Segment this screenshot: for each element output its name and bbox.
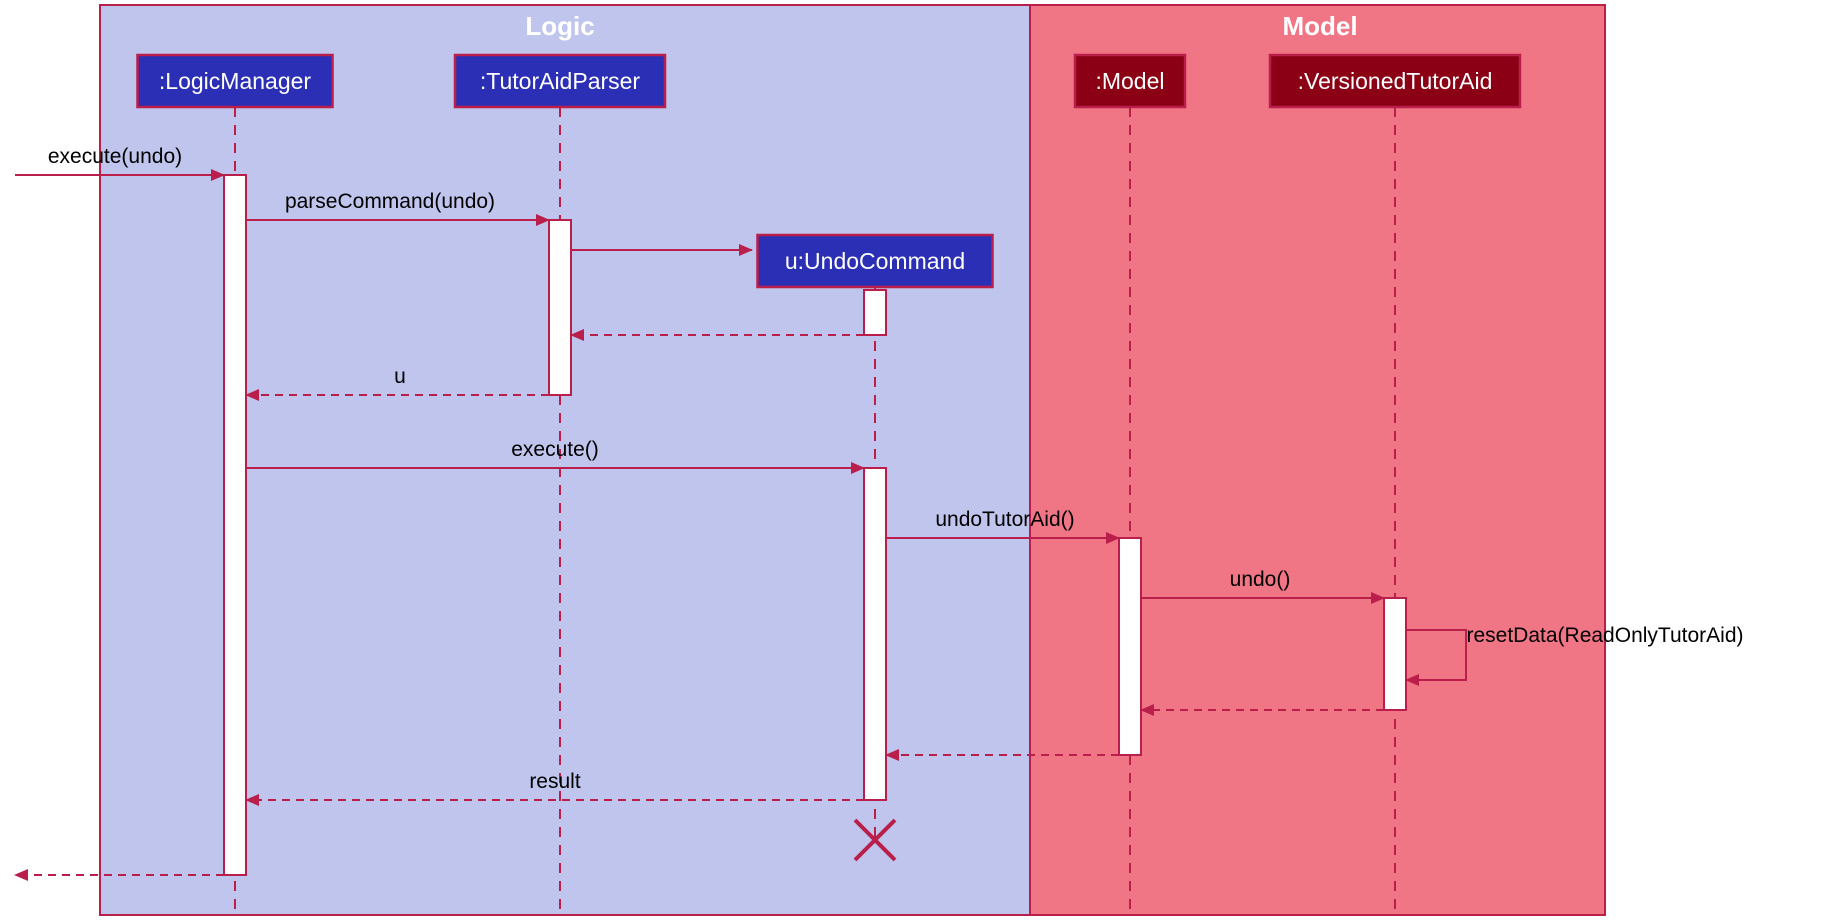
tutor_aid_parser-activation [549,220,571,395]
message-m6-label: execute() [511,438,599,461]
model-box [1030,5,1605,915]
model-box-title: Model [1282,11,1357,41]
sequence-diagram: Logic Model :LogicManager :TutorAidParser u:… [0,0,1824,924]
message-m1-label: execute(undo) [48,145,182,168]
tutor_aid_parser-head-label: :TutorAidParser [480,68,641,94]
message-m12-label: result [529,770,581,793]
versioned_tutor_aid-head-label: :VersionedTutorAid [1298,68,1493,94]
message-m9-label: resetData(ReadOnlyTutorAid) [1467,624,1744,647]
message-m8-label: undo() [1230,568,1291,591]
versioned_tutor_aid-activation [1384,598,1406,710]
message-m7-label: undoTutorAid() [935,508,1074,531]
logic_manager-head-label: :LogicManager [159,68,311,94]
undo_command-head-label: u:UndoCommand [785,248,965,274]
logic_manager-activation [224,175,246,875]
logic-box-title: Logic [525,11,594,41]
message-m2-label: parseCommand(undo) [285,190,495,213]
undo_command-activation [864,290,886,335]
model-activation [1119,538,1141,755]
model-head-label: :Model [1095,68,1164,94]
message-m5-label: u [394,365,406,388]
undo_command-activation [864,468,886,800]
